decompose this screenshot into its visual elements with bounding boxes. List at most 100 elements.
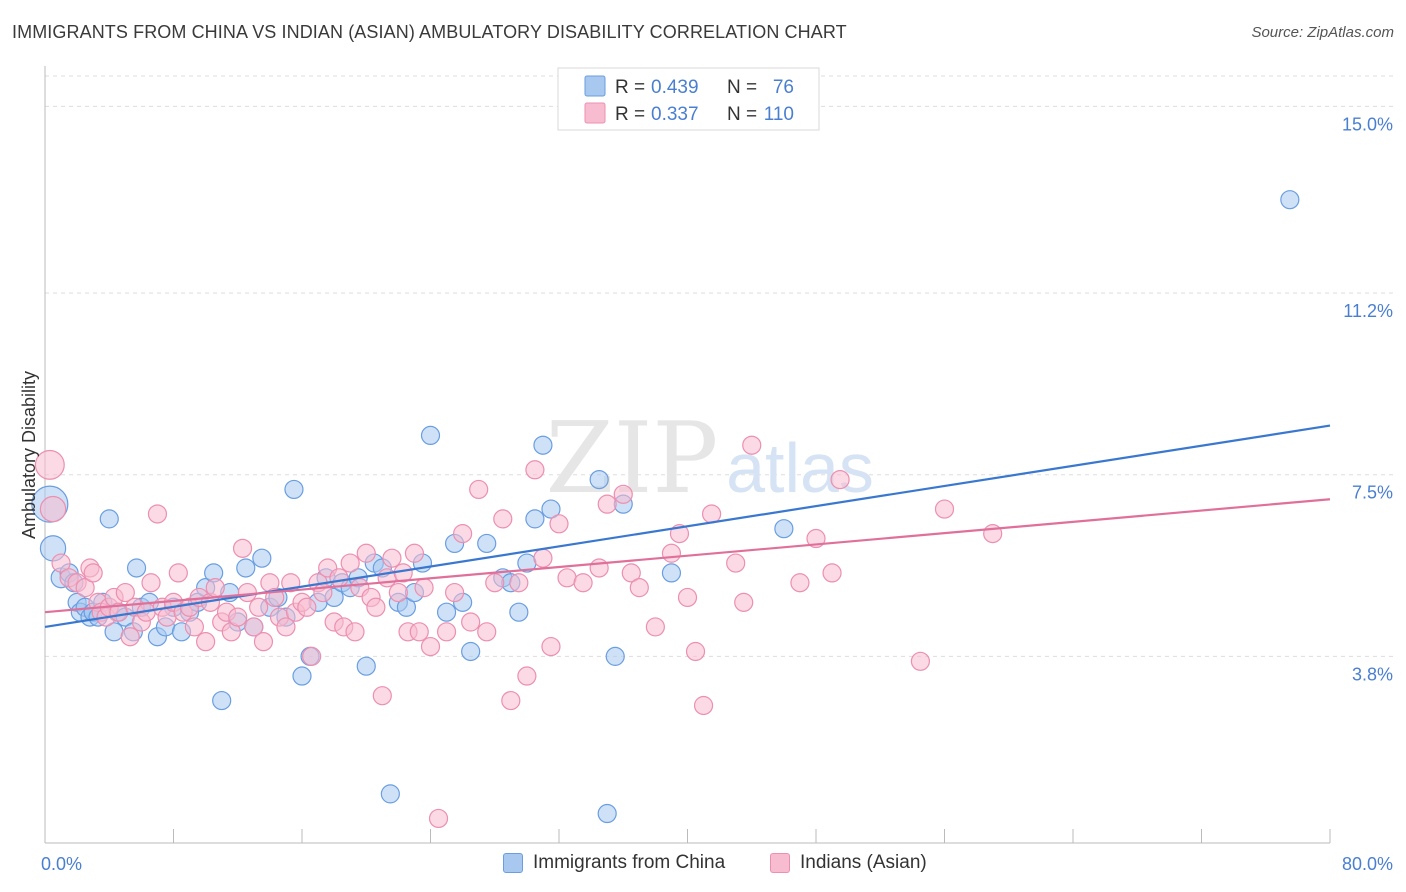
china-point-38 (292, 666, 312, 686)
indian-point-87 (549, 514, 569, 534)
indian-point-100 (693, 695, 714, 716)
legend-swatch-china-bottom (503, 853, 523, 873)
china-point-31 (236, 558, 256, 578)
indian-point-105 (790, 573, 810, 593)
indian-point-75 (453, 524, 473, 544)
indian-point-54 (329, 568, 349, 588)
indian-point-76 (461, 612, 481, 632)
china-point-66 (541, 499, 561, 519)
legend-swatch-indian (584, 102, 606, 124)
indian-point-70 (414, 578, 434, 598)
indian-point-19 (141, 573, 161, 593)
china-point-17 (126, 558, 147, 578)
indian-point-36 (232, 538, 253, 558)
china-point-59 (477, 533, 497, 554)
legend-r-value-indian: 0.337 (651, 104, 699, 125)
trend-lines (44, 424, 1331, 629)
legend-r-label-china: R = (615, 77, 645, 98)
legend-swatch-china (584, 75, 606, 97)
indian-point-81 (501, 690, 521, 711)
y-tick-label-1: 7.5% (1352, 483, 1393, 503)
china-point-51 (396, 597, 417, 617)
china-point-33 (252, 548, 272, 568)
indian-point-98 (677, 587, 698, 608)
indian-point-69 (409, 622, 429, 642)
indian-point-48 (297, 597, 317, 617)
legend-n-value-indian: 110 (764, 104, 794, 125)
china-point-72 (774, 519, 794, 539)
indian-point-96 (661, 543, 682, 563)
indian-point-57 (345, 622, 365, 642)
indian-point-103 (734, 592, 754, 612)
indian-point-77 (469, 479, 489, 500)
indian-point-86 (541, 636, 561, 657)
x-tick-label-max: 80.0% (1342, 854, 1393, 874)
y-axis-label: Ambulatory Disability (19, 371, 39, 539)
legend-r-label-indian: R = (615, 104, 645, 125)
china-point-37 (284, 479, 304, 500)
indian-point-108 (830, 469, 850, 490)
y-tick-label-0: 3.8% (1352, 664, 1393, 684)
watermark-zip: ZIP (546, 402, 719, 516)
indian-point-88 (557, 568, 577, 588)
china-point-68 (597, 803, 617, 824)
indian-point-94 (629, 578, 649, 598)
legend-n-label-china: N = (727, 77, 757, 98)
indian-point-92 (613, 484, 633, 504)
legend-top: R = 0.439 N = 76 R = 0.337 N = 110 (557, 67, 820, 131)
indian-point-2 (51, 553, 71, 573)
china-point-62 (509, 602, 529, 622)
indian-point-84 (525, 460, 545, 480)
indian-point-91 (597, 494, 617, 514)
indian-point-89 (573, 573, 593, 593)
indian-point-61 (366, 597, 386, 617)
indian-point-109 (910, 651, 931, 671)
legend-r-value-china: 0.439 (651, 77, 699, 98)
indian-point-5 (75, 578, 95, 598)
indian-point-99 (685, 641, 706, 662)
indian-point-44 (276, 617, 296, 637)
y-tick-label-2: 11.2% (1343, 301, 1393, 321)
indian-point-35 (228, 607, 248, 627)
china-point-28 (212, 690, 232, 711)
indian-point-64 (382, 548, 402, 568)
indian-point-73 (436, 622, 457, 642)
series-indian-points (34, 435, 1003, 829)
chart-title: IMMIGRANTS FROM CHINA VS INDIAN (ASIAN) … (12, 22, 847, 42)
source-note: Source: ZipAtlas.com (1251, 24, 1394, 41)
china-point-55 (436, 602, 457, 622)
china-point-73 (1280, 190, 1300, 210)
china-point-58 (461, 641, 481, 662)
indian-point-95 (645, 617, 665, 637)
indian-point-20 (147, 504, 168, 524)
legend-item-china[interactable]: Immigrants from China (503, 852, 725, 874)
indian-point-71 (420, 636, 441, 657)
indian-point-38 (244, 617, 264, 637)
china-point-49 (380, 784, 400, 804)
indian-point-14 (115, 582, 135, 603)
legend-item-indian[interactable]: Indians (Asian) (770, 852, 927, 874)
legend-swatch-indian-bottom (770, 853, 790, 873)
indian-point-85 (533, 548, 553, 568)
indian-point-40 (253, 632, 274, 652)
indian-point-80 (493, 509, 513, 529)
legend-label-china: Immigrants from China (533, 852, 726, 873)
indian-point-0 (34, 449, 65, 480)
china-point-71 (661, 563, 682, 583)
china-point-12 (99, 509, 119, 529)
tick-labels: 3.8% 7.5% 11.2% 15.0% 0.0% 80.0% (41, 114, 1393, 874)
indian-point-62 (372, 686, 392, 706)
indian-point-39 (249, 597, 269, 617)
indian-point-24 (168, 563, 188, 583)
indian-point-93 (621, 563, 641, 583)
china-point-65 (533, 435, 553, 455)
indian-point-56 (340, 553, 360, 573)
china-point-67 (589, 469, 609, 490)
legend-label-indian: Indians (Asian) (800, 852, 927, 873)
indian-point-101 (701, 504, 722, 524)
indian-point-68 (404, 543, 425, 563)
indian-point-102 (726, 553, 746, 573)
legend-bottom: Immigrants from China Indians (Asian) (0, 848, 1406, 882)
indian-point-29 (196, 632, 216, 652)
